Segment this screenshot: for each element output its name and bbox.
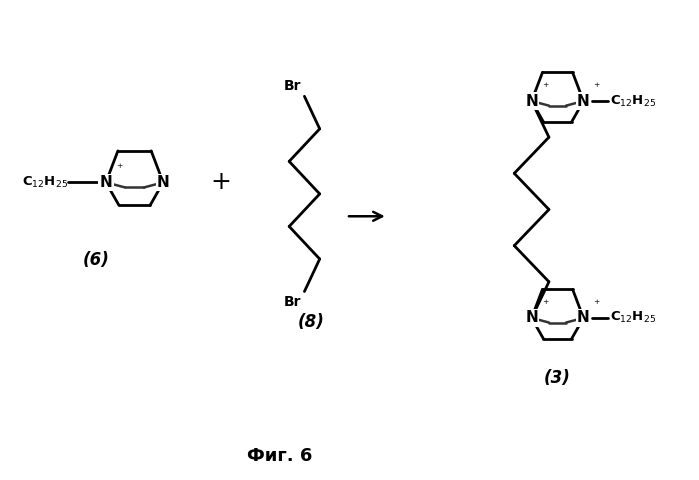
Text: +: +: [211, 170, 231, 194]
Text: $^+$: $^+$: [593, 299, 602, 309]
Text: $^+$: $^+$: [115, 164, 124, 174]
Text: $^+$: $^+$: [593, 82, 602, 92]
Text: Br: Br: [284, 79, 301, 93]
Text: C$_{12}$H$_{25}$: C$_{12}$H$_{25}$: [610, 311, 656, 325]
Text: Фиг. 6: Фиг. 6: [247, 446, 313, 465]
Text: $^+$: $^+$: [540, 299, 549, 309]
Text: Br: Br: [284, 295, 301, 309]
Text: $^+$: $^+$: [540, 82, 549, 92]
Text: N: N: [577, 94, 590, 108]
Text: (3): (3): [544, 369, 571, 386]
Text: N: N: [157, 175, 170, 190]
Text: N: N: [99, 175, 113, 190]
Text: (8): (8): [298, 313, 325, 331]
Text: C$_{12}$H$_{25}$: C$_{12}$H$_{25}$: [610, 94, 656, 108]
Text: (6): (6): [83, 252, 110, 269]
Text: N: N: [525, 94, 538, 108]
Text: N: N: [577, 311, 590, 325]
Text: N: N: [525, 311, 538, 325]
Text: C$_{12}$H$_{25}$: C$_{12}$H$_{25}$: [22, 175, 68, 190]
